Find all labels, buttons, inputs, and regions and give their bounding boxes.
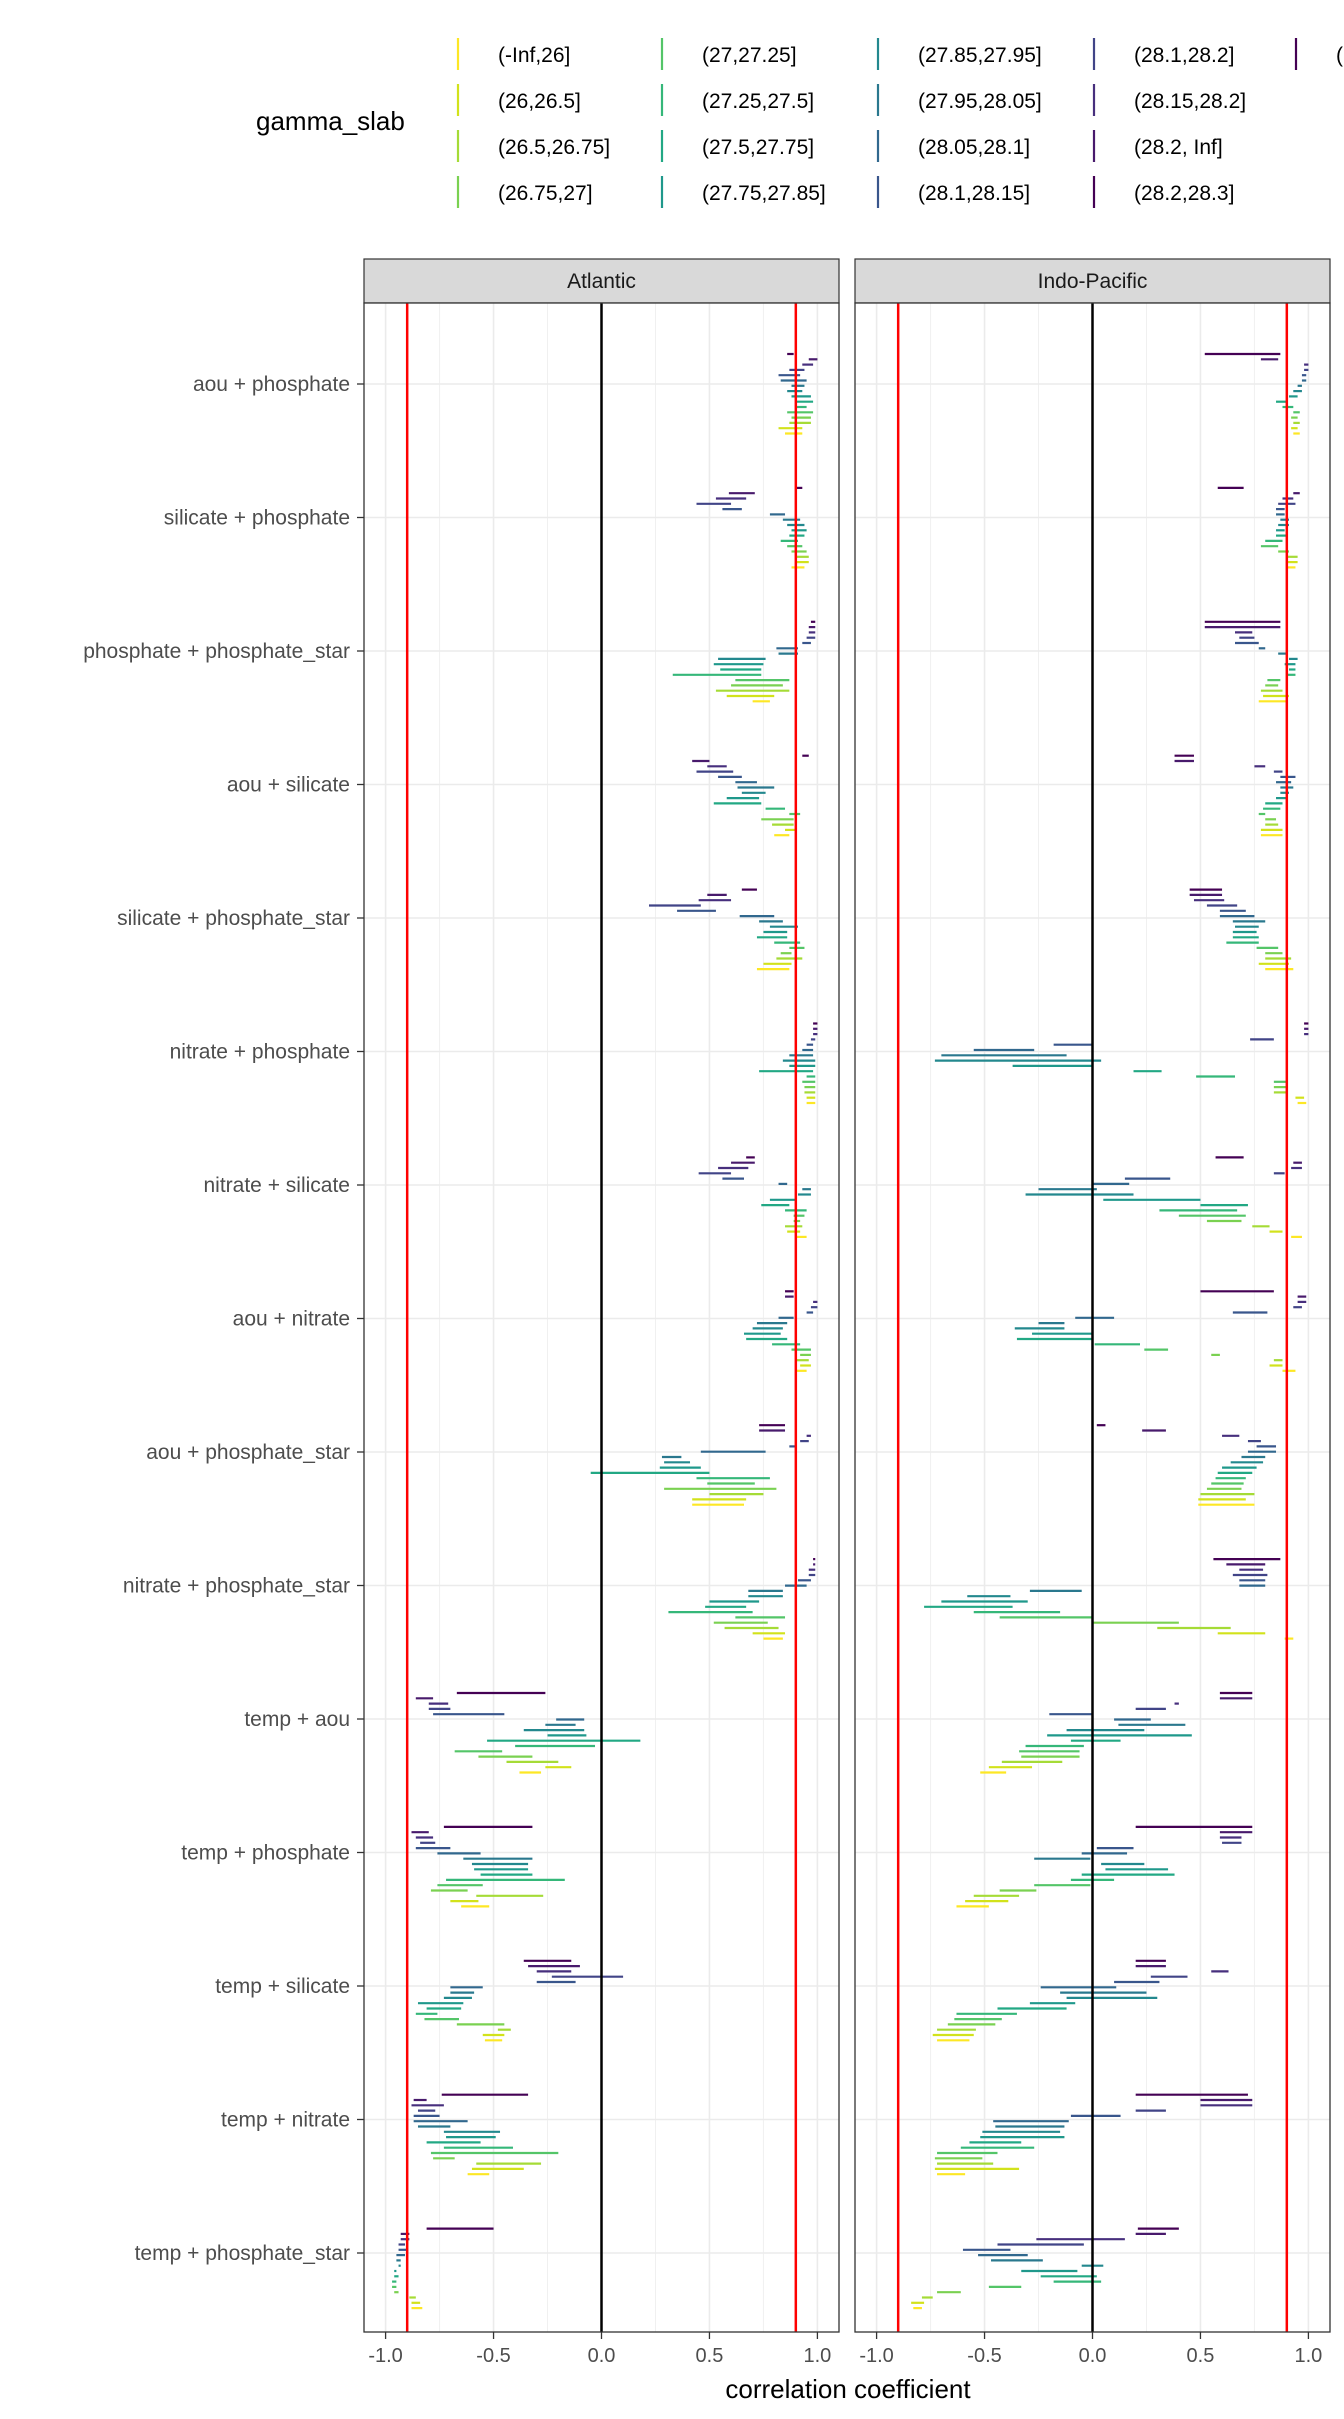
legend-item: (26.5,26.75] bbox=[456, 130, 610, 162]
legend-label: (27,27.25] bbox=[702, 44, 797, 67]
facet-label: Indo-Pacific bbox=[1038, 270, 1148, 293]
x-tick-label: -1.0 bbox=[368, 2345, 402, 2367]
legend-label: (27.95,28.05] bbox=[918, 90, 1042, 113]
x-tick-label: 1.0 bbox=[1295, 2345, 1323, 2367]
legend-item: (28.15,28.2] bbox=[1092, 84, 1246, 116]
legend-item: (2 bbox=[1294, 38, 1344, 70]
y-tick-label: nitrate + phosphate_star bbox=[123, 1575, 350, 1598]
legend-item: (28.2, Inf] bbox=[1092, 130, 1223, 162]
y-tick-label: phosphate + phosphate_star bbox=[83, 640, 350, 663]
facet-strip bbox=[854, 258, 1331, 304]
legend-items: (-Inf,26] (26,26.5] (26.5,26.75] (26.75,27]… bbox=[456, 38, 1344, 208]
x-tick-label: 0.0 bbox=[588, 2345, 616, 2367]
legend-item: (27.75,27.85] bbox=[660, 176, 826, 208]
y-tick-label: temp + phosphate_star bbox=[135, 2242, 350, 2265]
legend-item: (27.5,27.75] bbox=[660, 130, 814, 162]
y-tick-label: temp + aou bbox=[244, 1708, 350, 1731]
legend-item: (26.75,27] bbox=[456, 176, 593, 208]
x-tick-label: 0.5 bbox=[696, 2345, 724, 2367]
y-tick-label: nitrate + silicate bbox=[204, 1174, 351, 1197]
x-tick-label: 1.0 bbox=[804, 2345, 832, 2367]
legend-label: (27.85,27.95] bbox=[918, 44, 1042, 67]
facet-label: Atlantic bbox=[567, 270, 636, 293]
legend-item: (-Inf,26] bbox=[456, 38, 570, 70]
legend-item: (28.05,28.1] bbox=[876, 130, 1030, 162]
legend-item: (28.2,28.3] bbox=[1092, 176, 1234, 208]
legend-item: (28.1,28.15] bbox=[876, 176, 1030, 208]
legend-item: (27,27.25] bbox=[660, 38, 797, 70]
legend-label: (27.75,27.85] bbox=[702, 182, 826, 205]
x-tick-label: -1.0 bbox=[859, 2345, 893, 2367]
legend-label: (-Inf,26] bbox=[498, 44, 570, 67]
facet-strip bbox=[363, 258, 840, 304]
legend-label: (26.5,26.75] bbox=[498, 136, 610, 159]
y-tick-label: silicate + phosphate_star bbox=[117, 907, 350, 930]
x-axis-title: correlation coefficient bbox=[725, 2374, 971, 2404]
legend-label: (2 bbox=[1336, 44, 1344, 67]
x-tick-label: 0.5 bbox=[1187, 2345, 1215, 2367]
x-axis: -1.0 -0.5 0.0 0.5 1.0 bbox=[368, 2332, 831, 2367]
x-tick-label: 0.0 bbox=[1079, 2345, 1107, 2367]
facet-panel: Indo-Pacific bbox=[854, 258, 1331, 2333]
y-tick-label: temp + nitrate bbox=[221, 2109, 350, 2132]
legend-label: (26.75,27] bbox=[498, 182, 593, 205]
x-tick-label: -0.5 bbox=[476, 2345, 510, 2367]
legend-title: gamma_slab bbox=[256, 106, 405, 136]
y-axis: aou + phosphate silicate + phosphate phosp… bbox=[83, 373, 364, 2265]
legend: gamma_slab (-Inf,26] (26,26.5] (26.5,26.75… bbox=[256, 38, 1344, 208]
y-tick-label: silicate + phosphate bbox=[164, 507, 350, 530]
legend-label: (26,26.5] bbox=[498, 90, 581, 113]
legend-label: (27.25,27.5] bbox=[702, 90, 814, 113]
legend-label: (28.1,28.2] bbox=[1134, 44, 1234, 67]
facet-panels: Atlantic Indo-Pacific bbox=[363, 258, 1331, 2333]
y-tick-label: aou + phosphate_star bbox=[146, 1441, 350, 1464]
y-tick-label: aou + phosphate bbox=[193, 373, 350, 396]
x-tick-label: -0.5 bbox=[967, 2345, 1001, 2367]
legend-item: (26,26.5] bbox=[456, 84, 581, 116]
x-axes: -1.0 -0.5 0.0 0.5 1.0 -1.0 -0.5 0.0 0.5 1.0 bbox=[368, 2332, 1322, 2367]
legend-item: (27.85,27.95] bbox=[876, 38, 1042, 70]
facet-panel: Atlantic bbox=[363, 258, 840, 2333]
legend-item: (27.95,28.05] bbox=[876, 84, 1042, 116]
legend-label: (28.15,28.2] bbox=[1134, 90, 1246, 113]
legend-label: (28.05,28.1] bbox=[918, 136, 1030, 159]
y-tick-label: nitrate + phosphate bbox=[170, 1041, 350, 1064]
y-tick-label: temp + phosphate bbox=[181, 1842, 350, 1865]
legend-label: (28.2,28.3] bbox=[1134, 182, 1234, 205]
y-tick-label: aou + silicate bbox=[227, 774, 350, 797]
legend-label: (28.2, Inf] bbox=[1134, 136, 1223, 159]
legend-label: (28.1,28.15] bbox=[918, 182, 1030, 205]
legend-item: (28.1,28.2] bbox=[1092, 38, 1234, 70]
y-tick-label: aou + nitrate bbox=[233, 1308, 350, 1331]
x-axis: -1.0 -0.5 0.0 0.5 1.0 bbox=[859, 2332, 1322, 2367]
y-tick-label: temp + silicate bbox=[215, 1975, 350, 1998]
legend-label: (27.5,27.75] bbox=[702, 136, 814, 159]
legend-item: (27.25,27.5] bbox=[660, 84, 814, 116]
